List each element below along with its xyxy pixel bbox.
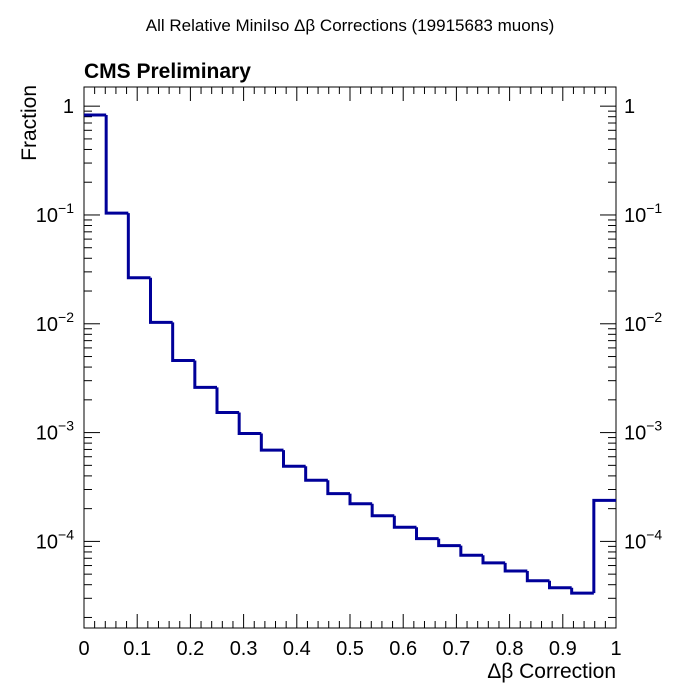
- tick-marks: [83, 87, 617, 628]
- chart-title: All Relative MiniIso Δβ Corrections (199…: [146, 16, 555, 35]
- histogram-bin: [104, 114, 129, 215]
- cms-preliminary-label: CMS Preliminary: [84, 60, 251, 83]
- histogram-bin: [370, 503, 395, 518]
- axes-frame: [83, 86, 617, 629]
- histogram-bin: [171, 322, 195, 362]
- x-tick-label: 0.4: [283, 638, 311, 660]
- histogram-bin: [326, 480, 350, 496]
- y-tick-label-left: 10−3: [36, 418, 74, 445]
- y-tick-label-right: 1: [624, 96, 635, 118]
- x-axis-title: Δβ Correction: [487, 660, 616, 683]
- y-tick-label-left: 1: [63, 96, 74, 118]
- x-tick-label: 0.5: [336, 638, 364, 660]
- histogram-bin: [259, 433, 284, 452]
- x-tick-label: 0.1: [123, 638, 151, 660]
- histogram-bin: [215, 387, 240, 414]
- x-tick-label: 0.8: [496, 638, 524, 660]
- x-tick-label: 0.9: [549, 638, 577, 660]
- y-tick-label-left: 10−4: [36, 526, 74, 553]
- histogram-bin: [415, 527, 439, 541]
- histogram-bin: [592, 498, 616, 594]
- histogram-bin: [348, 493, 373, 506]
- y-tick-label-left: 10−1: [36, 200, 74, 227]
- histogram-bin: [193, 360, 217, 389]
- histogram-bins: [84, 113, 616, 595]
- histogram-bin: [481, 555, 506, 565]
- histogram-bin: [392, 515, 417, 529]
- histogram-bin: [503, 562, 528, 573]
- y-tick-label-right: 10−1: [624, 200, 662, 227]
- histogram-bin: [282, 450, 306, 468]
- y-tick-label-right: 10−2: [624, 309, 662, 336]
- histogram-bin: [237, 412, 262, 436]
- tick-labels: 0 0.1 0.2 0.3 0.4 0.5 0.6 0.7 0.8 0.9 1 1 1 10−1 10−1 1…: [36, 96, 663, 660]
- y-tick-label-right: 10−3: [624, 418, 662, 445]
- x-tick-label: 0.6: [389, 638, 417, 660]
- histogram-bin: [149, 277, 173, 324]
- histogram-bin: [459, 545, 483, 557]
- histogram-bin: [304, 466, 328, 482]
- plot-frame: [83, 86, 617, 629]
- x-tick-label: 0.3: [230, 638, 258, 660]
- x-tick-label: 1: [610, 638, 621, 660]
- y-tick-label-right: 10−4: [624, 526, 662, 553]
- histogram-bin: [437, 538, 461, 548]
- x-tick-label: 0.2: [176, 638, 204, 660]
- histogram-bin: [525, 570, 550, 583]
- histogram-bin: [548, 580, 572, 590]
- y-tick-label-left: 10−2: [36, 309, 74, 336]
- x-tick-label: 0: [78, 638, 89, 660]
- x-tick-label: 0.7: [442, 638, 470, 660]
- histogram-bin: [570, 587, 594, 595]
- y-axis-title: Fraction: [18, 85, 41, 161]
- histogram-bin: [126, 213, 151, 280]
